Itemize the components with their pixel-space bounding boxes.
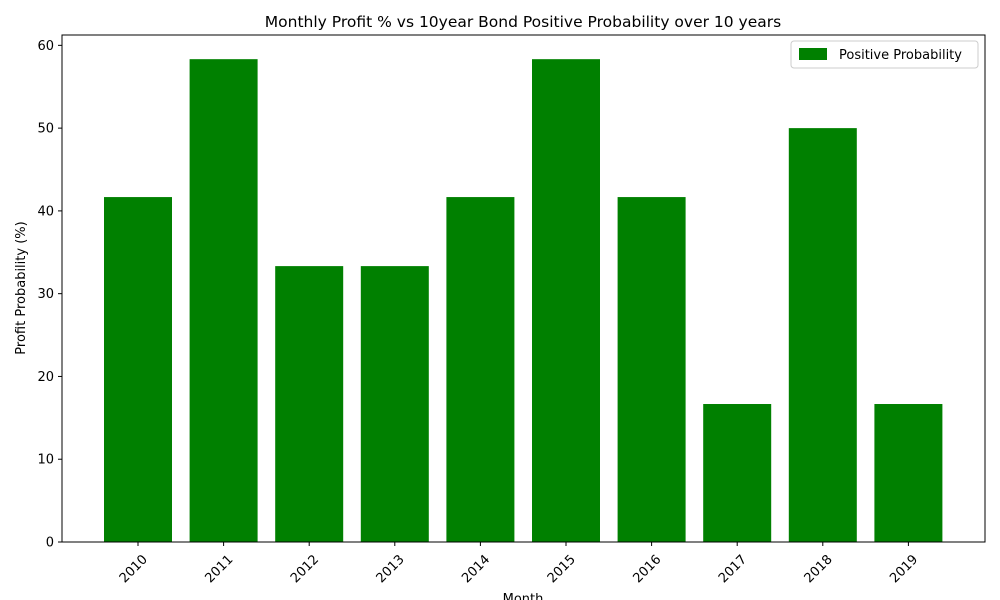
x-tick-label: 2013 bbox=[374, 552, 408, 586]
y-tick-label: 30 bbox=[37, 287, 54, 302]
y-tick-label: 0 bbox=[46, 536, 54, 551]
legend-swatch bbox=[799, 48, 827, 60]
y-tick-label: 10 bbox=[37, 453, 54, 468]
chart-title: Monthly Profit % vs 10year Bond Positive… bbox=[265, 13, 781, 31]
x-tick-label: 2019 bbox=[887, 552, 921, 586]
legend-label: Positive Probability bbox=[839, 48, 962, 63]
bar-2010 bbox=[104, 197, 172, 542]
x-tick-label: 2017 bbox=[716, 552, 750, 586]
x-axis-label: Month bbox=[503, 592, 544, 600]
x-tick-label: 2015 bbox=[545, 552, 579, 586]
x-tick-label: 2016 bbox=[630, 552, 664, 586]
bar-2013 bbox=[360, 266, 429, 542]
bar-2017 bbox=[703, 404, 772, 542]
bar-2012 bbox=[275, 266, 344, 542]
plot-frame bbox=[61, 34, 986, 543]
x-tick-label: 2011 bbox=[202, 552, 236, 586]
y-tick-label: 20 bbox=[37, 370, 54, 385]
bar-2018 bbox=[788, 128, 857, 542]
bar-2016 bbox=[617, 197, 686, 542]
x-axis-ticks: 2010 2011 2012 2013 2014 2015 2016 2017 2018 2019 bbox=[117, 542, 921, 586]
legend-frame bbox=[790, 40, 979, 69]
bar-2014 bbox=[446, 197, 515, 542]
x-tick-label: 2010 bbox=[117, 552, 151, 586]
bar-2011 bbox=[189, 59, 258, 543]
bars bbox=[104, 59, 943, 543]
x-tick-label: 2018 bbox=[802, 552, 836, 586]
y-tick-label: 60 bbox=[37, 39, 54, 54]
y-tick-label: 50 bbox=[37, 122, 54, 137]
y-axis-ticks: 0 10 20 30 40 50 60 bbox=[37, 39, 62, 551]
x-tick-label: 2014 bbox=[459, 552, 493, 586]
bar-2015 bbox=[532, 59, 600, 543]
y-tick-label: 40 bbox=[37, 204, 54, 219]
legend: Positive Probability bbox=[790, 40, 979, 69]
x-tick-label: 2012 bbox=[288, 552, 322, 586]
y-axis-label: Profit Probability (%) bbox=[14, 221, 29, 354]
bar-2019 bbox=[874, 404, 943, 542]
